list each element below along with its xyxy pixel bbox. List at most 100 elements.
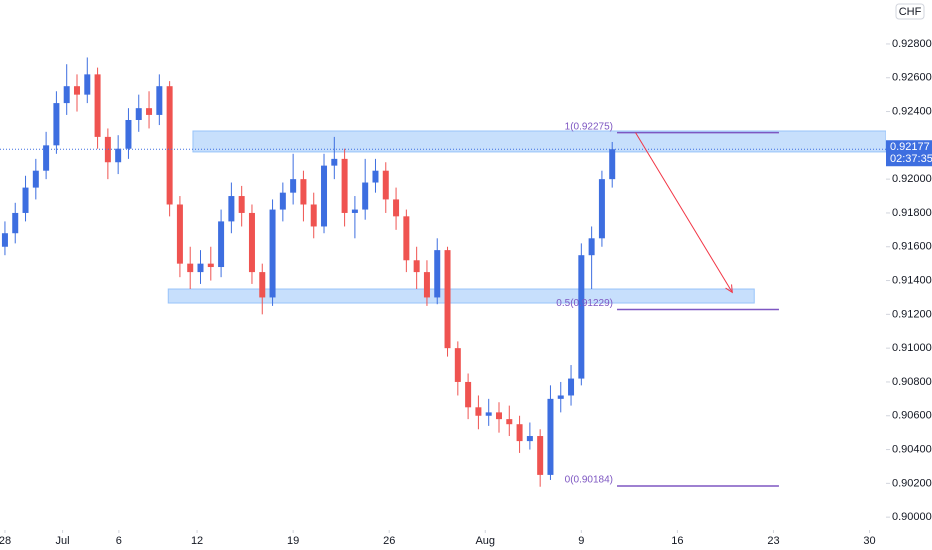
candle-body <box>372 170 379 183</box>
candle-body <box>156 86 163 115</box>
candle-body <box>290 179 297 193</box>
candle-body <box>84 74 91 95</box>
fib-label: 0.5(0.91229) <box>556 298 613 309</box>
fib-label: 1(0.92275) <box>565 121 613 132</box>
candle-body <box>269 209 276 298</box>
candle-body <box>135 108 142 120</box>
candle-body <box>362 182 369 210</box>
candle-body <box>588 238 595 256</box>
candle-body <box>197 263 204 273</box>
candles <box>1 57 616 487</box>
candle-body <box>393 199 400 217</box>
price-axis <box>886 0 932 550</box>
x-tick-label: Aug <box>475 535 495 547</box>
candle-body <box>104 136 111 163</box>
candle-body <box>516 424 523 442</box>
x-tick-label: 26 <box>383 535 395 547</box>
candle-body <box>434 250 441 298</box>
currency: CHF <box>899 6 922 18</box>
zone <box>192 130 887 153</box>
candle-body <box>537 436 544 475</box>
candle-body <box>43 145 50 171</box>
x-tick-label: 23 <box>767 535 779 547</box>
candle-body <box>568 378 575 396</box>
candle-body <box>53 103 60 146</box>
last-price-badge <box>886 140 932 167</box>
candle-body <box>382 170 389 200</box>
y-tick-label: 0.90200 <box>892 477 932 489</box>
x-tick-label: Jul <box>56 535 70 547</box>
x-tick-label: 28 <box>0 535 11 547</box>
candle-body <box>228 196 235 222</box>
candle-body <box>187 263 194 273</box>
y-tick-label: 0.92800 <box>892 38 932 50</box>
y-tick-label: 0.91400 <box>892 274 932 286</box>
candle-body <box>115 148 122 163</box>
candle-body <box>454 348 461 382</box>
candle-body <box>351 209 358 213</box>
currency-box <box>895 3 925 20</box>
countdown: 02:37:35 <box>890 153 932 165</box>
candle-body <box>547 398 554 475</box>
candle-body <box>465 381 472 408</box>
arrow <box>635 132 733 293</box>
candle-body <box>413 260 420 273</box>
candle-body <box>300 179 307 205</box>
x-tick-label: 6 <box>116 535 122 547</box>
candle-body <box>1 233 8 247</box>
candle-body <box>609 149 616 180</box>
candle-body <box>526 436 533 442</box>
candle-body <box>423 272 430 298</box>
candle-body <box>63 86 70 104</box>
y-tick-label: 0.91000 <box>892 342 932 354</box>
candle-body <box>495 412 502 420</box>
candle-body <box>341 158 348 213</box>
zone <box>167 288 755 304</box>
overlay: 1(0.92275) 0.5(0.91229) 0(0.90184) <box>0 121 886 487</box>
y-tick-label: 0.92400 <box>892 105 932 117</box>
candle-body <box>32 170 39 188</box>
candle-body <box>259 272 266 298</box>
candle-body <box>403 216 410 261</box>
axes: 0.90000 0.90200 0.90400 0.90600 0.90800 0.910… <box>0 38 932 547</box>
candle-body <box>166 86 173 205</box>
y-tick-label: 0.90800 <box>892 376 932 388</box>
last-price-label: 0.92177 <box>890 141 930 153</box>
y-tick-label: 0.91200 <box>892 308 932 320</box>
candle-body <box>146 108 153 115</box>
candle-body <box>125 119 132 149</box>
zones <box>167 130 887 304</box>
y-tick-label: 0.90000 <box>892 511 932 523</box>
y-tick-label: 0.92600 <box>892 72 932 84</box>
y-tick-label: 0.90600 <box>892 410 932 422</box>
x-tick-label: 12 <box>191 535 203 547</box>
y-tick-label: 0.91800 <box>892 207 932 219</box>
candle-body <box>207 263 214 268</box>
candle-body <box>475 407 482 416</box>
candle-body <box>321 165 328 227</box>
candle-body <box>248 212 255 273</box>
candle-body <box>12 212 19 234</box>
x-tick-label: 19 <box>287 535 299 547</box>
candle-body <box>444 250 451 349</box>
candle-body <box>506 419 513 425</box>
candle-body <box>94 74 101 137</box>
x-tick-label: 30 <box>863 535 875 547</box>
fib-label: 0(0.90184) <box>565 475 613 486</box>
y-tick-label: 0.92000 <box>892 173 932 185</box>
candle-body <box>331 158 338 166</box>
candle-body <box>310 204 317 227</box>
candle-body <box>578 255 585 379</box>
candle-body <box>176 204 183 264</box>
candle-body <box>218 221 225 268</box>
x-tick-label: 9 <box>578 535 584 547</box>
candle-body <box>485 412 492 416</box>
candle-body <box>598 179 605 239</box>
candle-body <box>238 196 245 213</box>
candle-body <box>22 187 29 213</box>
arrow-head <box>725 284 733 294</box>
y-tick-label: 0.91600 <box>892 241 932 253</box>
candle-body <box>279 192 286 210</box>
